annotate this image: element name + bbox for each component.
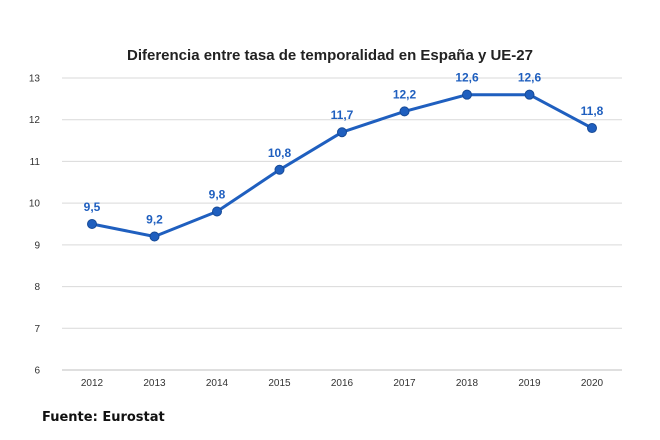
series — [87, 89, 597, 242]
data-point — [337, 127, 347, 138]
data-point — [212, 206, 222, 217]
x-tick-label: 2013 — [143, 378, 166, 389]
data-label: 11,7 — [331, 108, 354, 122]
data-label: 9,8 — [209, 187, 226, 201]
x-tick-label: 2015 — [268, 378, 291, 389]
data-label: 9,2 — [146, 213, 163, 227]
x-tick-label: 2018 — [456, 378, 479, 389]
data-label: 12,6 — [455, 71, 479, 85]
grid — [62, 77, 622, 371]
data-label: 10,8 — [268, 146, 292, 160]
source-note: Fuente: Eurostat — [42, 410, 165, 425]
y-tick-label: 6 — [34, 366, 40, 377]
data-point — [524, 89, 535, 100]
x-tick-label: 2017 — [393, 378, 416, 389]
data-point — [87, 219, 97, 229]
data-labels: 9,5 9,2 9,8 10,8 11,7 12,2 12,6 12,6 11,8 — [84, 71, 604, 227]
data-point — [274, 164, 285, 175]
data-point — [462, 89, 472, 100]
y-tick-label: 11 — [30, 157, 41, 168]
y-tick-label: 10 — [29, 199, 41, 210]
x-tick-label: 2014 — [206, 378, 229, 389]
data-label: 11,8 — [581, 104, 604, 118]
chart-title: Diferencia entre tasa de temporalidad en… — [127, 47, 533, 64]
data-point — [399, 106, 410, 117]
x-tick-label: 2019 — [518, 378, 541, 389]
x-tick-label: 2020 — [581, 378, 604, 389]
y-tick-label: 13 — [29, 74, 41, 85]
y-tick-label: 12 — [29, 115, 41, 126]
x-tick-label: 2012 — [81, 378, 104, 389]
x-tick-label: 2016 — [331, 378, 354, 389]
x-axis: 2012 2013 2014 2015 2016 2017 2018 2019 2020 — [81, 378, 604, 389]
y-axis: 6 7 8 9 10 11 12 13 — [29, 74, 41, 377]
y-tick-label: 7 — [34, 324, 40, 335]
data-label: 12,2 — [393, 87, 417, 101]
data-point — [149, 231, 160, 242]
y-tick-label: 8 — [34, 282, 40, 293]
data-label: 12,6 — [518, 71, 542, 85]
y-tick-label: 9 — [34, 240, 40, 251]
data-label: 9,5 — [84, 200, 101, 214]
data-point — [587, 123, 597, 134]
